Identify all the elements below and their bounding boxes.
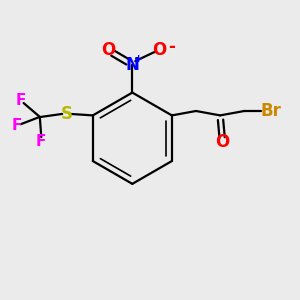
Text: Br: Br — [260, 102, 281, 120]
Text: O: O — [101, 41, 115, 59]
Text: O: O — [215, 133, 230, 151]
Text: F: F — [16, 93, 26, 108]
Text: F: F — [36, 134, 46, 148]
Text: F: F — [12, 118, 22, 133]
Text: S: S — [60, 105, 72, 123]
Text: O: O — [152, 41, 167, 59]
Text: +: + — [134, 54, 143, 64]
Text: -: - — [168, 38, 175, 56]
Text: N: N — [125, 56, 139, 74]
